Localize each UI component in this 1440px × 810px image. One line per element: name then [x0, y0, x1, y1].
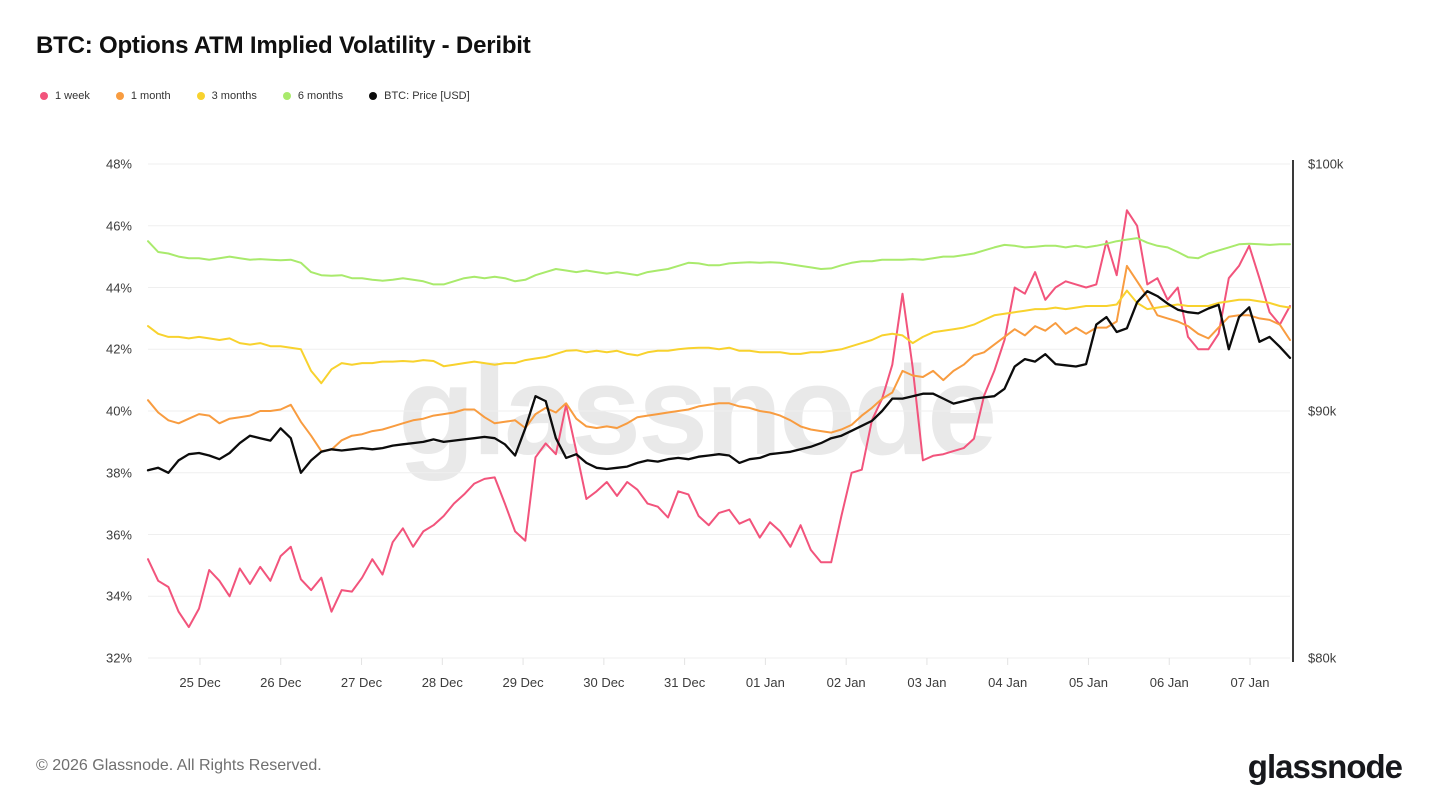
legend-label: BTC: Price [USD] [384, 90, 470, 102]
legend-item-6-months[interactable]: 6 months [282, 90, 344, 102]
series-line-1-month [147, 264, 1291, 453]
right-axis-tick-label: $80k [1308, 650, 1337, 666]
legend-item-3-months[interactable]: 3 months [196, 90, 257, 102]
left-axis-tick-label: 46% [105, 218, 132, 234]
x-axis-tick-label: 02 Jan [826, 675, 866, 690]
legend-dot-icon [40, 92, 48, 100]
x-axis-tick-label: 28 Dec [421, 675, 463, 690]
legend-dot-icon [369, 92, 378, 100]
x-axis-tick-label: 29 Dec [502, 675, 544, 690]
x-axis-tick-label: 07 Jan [1230, 675, 1270, 690]
x-axis-tick-label: 03 Jan [907, 675, 947, 690]
legend-label: 3 months [211, 90, 257, 102]
right-axis-tick-label: $100k [1308, 156, 1344, 172]
legend-label: 1 month [130, 90, 171, 102]
series-line-btc-price-usd- [146, 290, 1292, 474]
left-axis-tick-label: 48% [105, 156, 132, 172]
x-axis-tick-label: 04 Jan [988, 675, 1028, 690]
x-axis-tick-label: 01 Jan [745, 675, 785, 690]
glassnode-logo: glassnode [1247, 748, 1403, 785]
page-title: BTC: Options ATM Implied Volatility - De… [36, 32, 531, 59]
x-axis-tick-label: 30 Dec [583, 675, 625, 690]
left-axis-tick-label: 42% [105, 341, 132, 357]
legend-item-btc-price-usd-[interactable]: BTC: Price [USD] [369, 90, 470, 102]
x-axis-tick-label: 31 Dec [664, 675, 706, 690]
copyright-text: © 2026 Glassnode. All Rights Reserved. [36, 757, 322, 774]
x-axis-tick-label: 26 Dec [260, 675, 302, 690]
x-axis-tick-label: 06 Jan [1149, 675, 1189, 690]
left-axis-tick-label: 44% [105, 280, 132, 295]
chart-legend: 1 week 1 month 3 months 6 months BTC: Price … [40, 90, 470, 102]
legend-label: 6 months [297, 90, 344, 102]
left-axis-tick-label: 38% [105, 465, 132, 481]
series-line-6-months [147, 237, 1291, 286]
series-line-1-week [147, 209, 1291, 629]
series-line-3-months [147, 289, 1291, 385]
legend-dot-icon [115, 92, 124, 100]
left-axis-tick-label: 32% [105, 650, 132, 666]
right-axis-tick-label: $90k [1308, 403, 1337, 419]
legend-item-1-month[interactable]: 1 month [115, 90, 171, 102]
x-axis-tick-label: 05 Jan [1068, 675, 1108, 690]
x-axis-tick-label: 25 Dec [179, 675, 221, 690]
left-axis-tick-label: 36% [105, 527, 132, 542]
legend-dot-icon [196, 92, 205, 100]
left-axis-tick-label: 34% [105, 588, 132, 604]
legend-item-1-week[interactable]: 1 week [40, 90, 90, 102]
legend-label: 1 week [55, 90, 90, 102]
x-axis-tick-label: 27 Dec [340, 675, 383, 690]
left-axis-tick-label: 40% [105, 403, 132, 419]
legend-dot-icon [282, 92, 291, 100]
